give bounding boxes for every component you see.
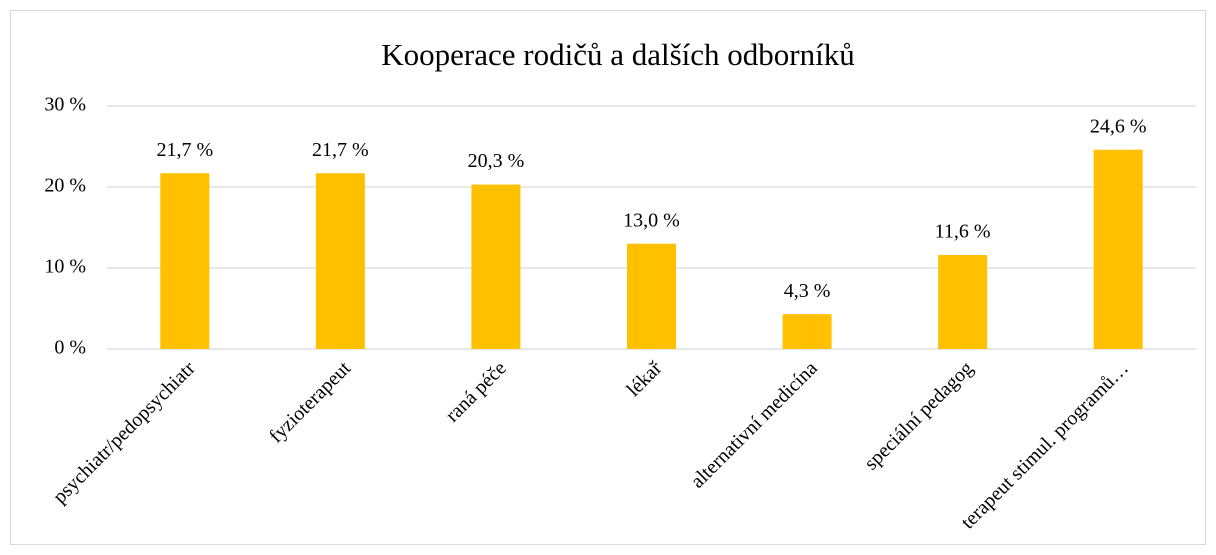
data-label: 20,3 % bbox=[468, 150, 525, 172]
chart-border bbox=[10, 10, 1206, 545]
bar bbox=[627, 243, 676, 349]
bar bbox=[471, 184, 521, 349]
data-label: 4,3 % bbox=[784, 280, 831, 302]
data-label: 13,0 % bbox=[623, 209, 680, 231]
data-label: 21,7 % bbox=[156, 139, 213, 161]
bar bbox=[938, 255, 988, 349]
data-label: 21,7 % bbox=[312, 139, 369, 161]
bar bbox=[1093, 149, 1143, 349]
bar bbox=[782, 314, 832, 349]
y-tick-label: 30 % bbox=[44, 94, 86, 116]
bar bbox=[160, 173, 210, 349]
y-tick-label: 0 % bbox=[54, 337, 86, 359]
chart-title: Kooperace rodičů a dalších odborníků bbox=[381, 37, 854, 72]
data-label: 24,6 % bbox=[1090, 115, 1147, 137]
data-label: 11,6 % bbox=[935, 221, 991, 243]
bar bbox=[315, 173, 365, 349]
y-tick-label: 10 % bbox=[44, 256, 86, 278]
y-tick-label: 20 % bbox=[44, 175, 86, 197]
